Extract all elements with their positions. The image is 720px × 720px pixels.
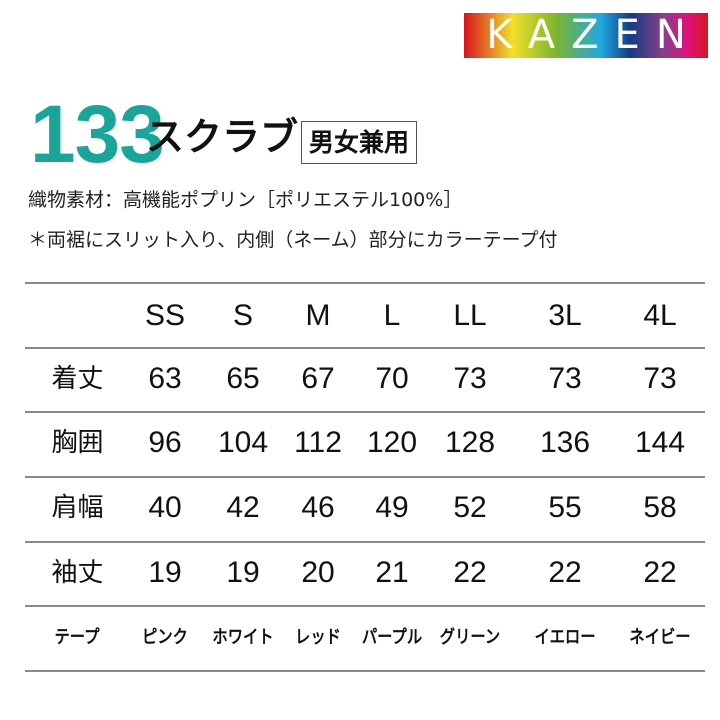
table-cell: 40	[148, 491, 182, 524]
table-divider	[25, 282, 705, 284]
table-cell: 120	[366, 426, 418, 459]
tape-color: ホワイト	[212, 627, 274, 648]
table-divider	[25, 476, 705, 478]
table-cell: 73	[643, 362, 677, 395]
size-header: LL	[453, 299, 487, 332]
table-cell: 112	[294, 426, 342, 459]
table-cell: 19	[226, 556, 260, 589]
table-cell: 21	[375, 556, 409, 589]
table-cell: 63	[148, 362, 182, 395]
size-header: M	[305, 299, 331, 332]
table-cell: 22	[548, 556, 582, 589]
table-cell: 55	[548, 491, 582, 524]
material-text: 織物素材：高機能ポプリン［ポリエステル100%］	[28, 189, 463, 211]
size-header: 3L	[548, 299, 582, 332]
tape-color: ピンク	[142, 627, 188, 648]
table-cell: 42	[226, 491, 260, 524]
table-cell: 73	[453, 362, 487, 395]
table-cell: 104	[217, 426, 269, 459]
tape-color: レッド	[295, 627, 341, 648]
row-label: 胸囲	[51, 428, 104, 458]
row-label: 着丈	[51, 364, 104, 394]
table-cell: 19	[148, 556, 182, 589]
size-header: L	[383, 299, 401, 332]
product-number: 133	[30, 89, 165, 180]
table-divider	[25, 541, 705, 543]
product-name: スクラブ	[146, 115, 299, 159]
table-cell: 73	[548, 362, 582, 395]
table-cell: 65	[226, 362, 260, 395]
table-cell: 67	[301, 362, 335, 395]
row-label: 袖丈	[51, 558, 104, 588]
size-header: S	[232, 299, 253, 332]
tape-color: グリーン	[439, 627, 501, 648]
table-cell: 22	[453, 556, 487, 589]
row-label: 肩幅	[51, 493, 104, 523]
table-divider	[25, 411, 705, 413]
size-header: 4L	[643, 299, 677, 332]
table-cell: 70	[375, 362, 409, 395]
table-divider	[25, 605, 705, 607]
logo-text: KAZEN	[486, 12, 702, 58]
tape-color: イエロー	[534, 627, 596, 648]
table-divider	[25, 670, 705, 672]
table-cell: 52	[453, 491, 487, 524]
table-divider	[25, 347, 705, 349]
table-cell: 49	[375, 491, 409, 524]
table-cell: 58	[643, 491, 677, 524]
tape-label: テープ	[54, 627, 100, 648]
tape-color: ネイビー	[629, 627, 691, 648]
table-cell: 144	[634, 426, 686, 459]
table-cell: 136	[539, 426, 591, 459]
table-cell: 20	[301, 556, 335, 589]
feature-note: ＊両裾にスリット入り、内側（ネーム）部分にカラーテープ付	[28, 229, 558, 251]
table-cell: 46	[301, 491, 335, 524]
kazen-logo: KAZEN	[464, 13, 708, 58]
table-cell: 96	[148, 426, 182, 459]
table-cell: 22	[643, 556, 677, 589]
size-header: SS	[144, 299, 186, 332]
table-cell: 128	[444, 426, 496, 459]
tape-color: パープル	[361, 627, 423, 648]
unisex-badge: 男女兼用	[301, 121, 417, 164]
